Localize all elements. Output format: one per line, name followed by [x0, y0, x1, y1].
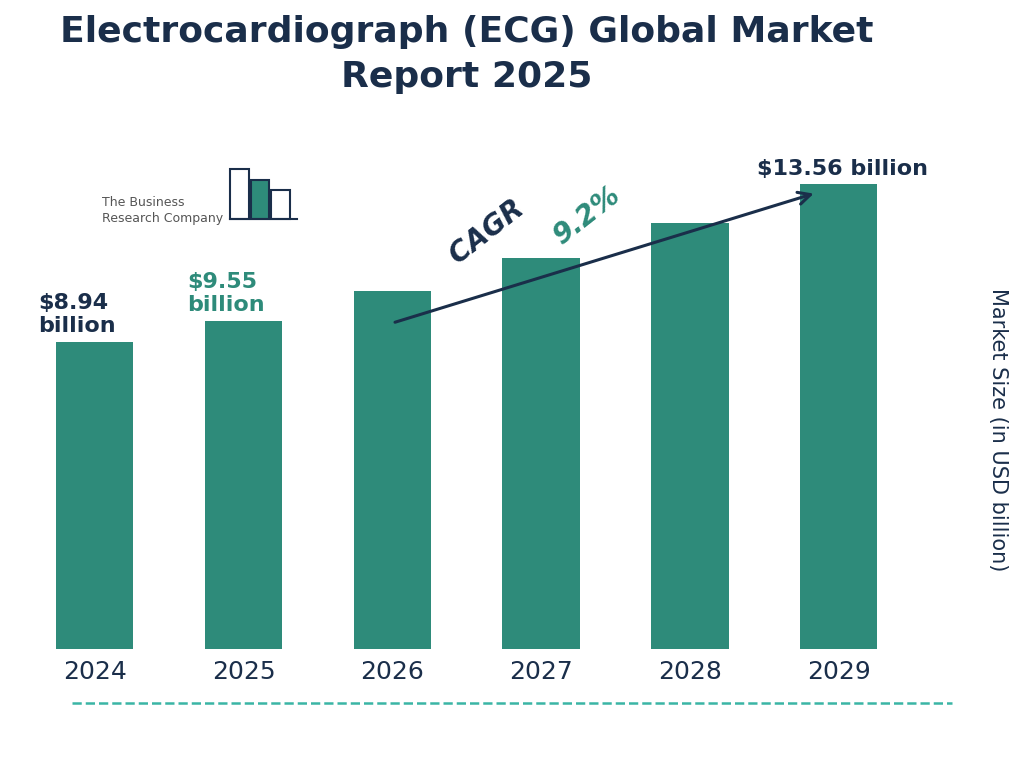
Text: 9.2%: 9.2%	[549, 180, 627, 250]
Text: The Business
Research Company: The Business Research Company	[102, 196, 223, 225]
Title: Electrocardiograph (ECG) Global Market
Report 2025: Electrocardiograph (ECG) Global Market R…	[60, 15, 873, 94]
Bar	[353, 291, 431, 649]
Text: Market Size (in USD billion): Market Size (in USD billion)	[988, 289, 1009, 571]
Bar	[800, 184, 878, 649]
Bar	[205, 321, 283, 649]
Bar	[56, 343, 133, 649]
Text: $8.94
billion: $8.94 billion	[38, 293, 116, 336]
Bar	[651, 223, 729, 649]
Text: $9.55
billion: $9.55 billion	[187, 272, 264, 315]
Bar	[503, 258, 580, 649]
Text: $13.56 billion: $13.56 billion	[757, 159, 928, 179]
Text: CAGR: CAGR	[444, 189, 537, 270]
